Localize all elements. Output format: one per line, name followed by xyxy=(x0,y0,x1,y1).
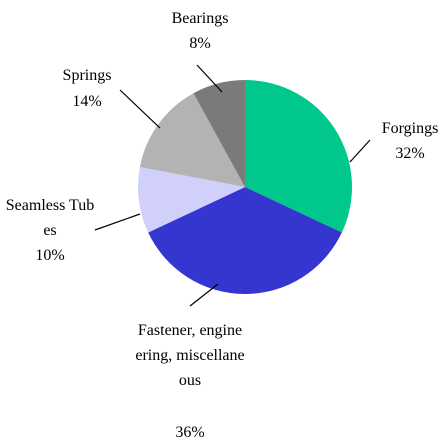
pie-slice xyxy=(193,80,245,187)
leader-line xyxy=(349,139,371,163)
leader-line xyxy=(196,64,223,93)
value-label: 10% xyxy=(35,247,65,264)
category-label: Seamless Tubes xyxy=(5,197,95,239)
value-label: 14% xyxy=(72,93,102,110)
pie-slice xyxy=(245,80,352,233)
value-label: 36% xyxy=(175,424,205,441)
leader-line xyxy=(189,283,219,307)
category-label: Fastener, engineering, miscellaneous xyxy=(135,322,245,389)
category-label: Forgings xyxy=(381,120,439,137)
pie-slice xyxy=(138,166,245,233)
value-label: 32% xyxy=(395,145,425,162)
pie-slice xyxy=(148,187,342,295)
leader-line xyxy=(94,213,141,231)
pie-slice xyxy=(139,93,245,187)
category-label: Bearings xyxy=(171,10,229,27)
category-label: Springs xyxy=(62,67,112,84)
leader-line xyxy=(119,89,161,129)
value-label: 8% xyxy=(189,35,211,52)
